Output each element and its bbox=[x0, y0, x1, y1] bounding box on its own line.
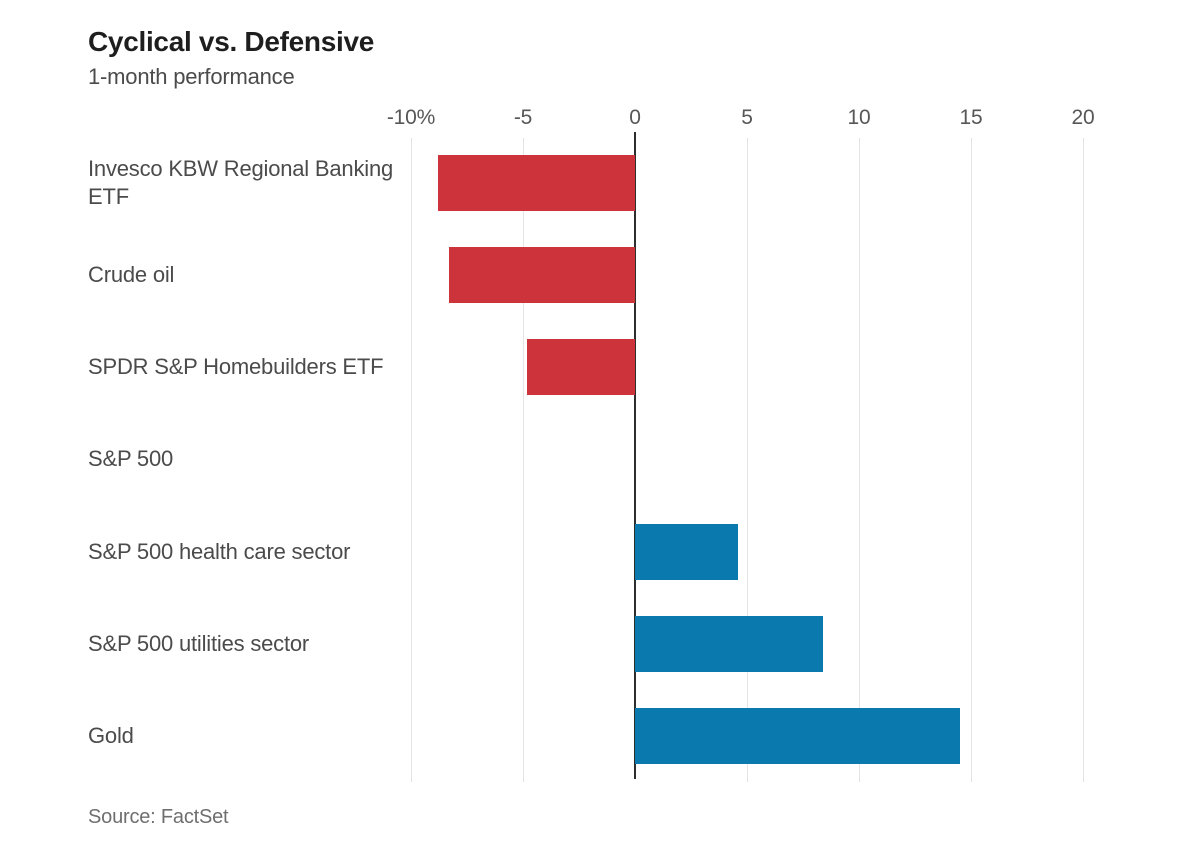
category-label: S&P 500 bbox=[88, 446, 174, 472]
x-tick-label: 20 bbox=[1071, 106, 1095, 129]
chart-title: Cyclical vs. Defensive bbox=[88, 26, 375, 57]
gridline bbox=[522, 138, 524, 782]
category-label: S&P 500 health care sector bbox=[88, 538, 351, 564]
category-label: Gold bbox=[88, 722, 134, 748]
category-label: Invesco KBW Regional Banking ETF bbox=[88, 156, 394, 210]
x-tick-label: 0 bbox=[629, 106, 641, 129]
gridline bbox=[1082, 138, 1084, 782]
bar bbox=[635, 615, 824, 672]
x-tick-label: -10% bbox=[386, 106, 436, 129]
zero-axis-line bbox=[634, 132, 636, 779]
category-label: Crude oil bbox=[88, 262, 175, 288]
x-tick-label: 10 bbox=[847, 106, 871, 129]
x-tick-label: -5 bbox=[513, 106, 533, 129]
gridline bbox=[858, 138, 860, 782]
bar bbox=[527, 339, 635, 396]
gridline bbox=[410, 138, 412, 782]
category-labels: Invesco KBW Regional Banking ETF Crude oi… bbox=[88, 137, 406, 782]
x-axis: -10% -5 0 5 10 15 20 bbox=[387, 106, 1095, 134]
chart-subtitle: 1-month performance bbox=[88, 64, 295, 89]
bar bbox=[635, 707, 960, 764]
gridline bbox=[970, 138, 972, 782]
gridline bbox=[746, 138, 748, 782]
category-label: SPDR S&P Homebuilders ETF bbox=[88, 354, 384, 380]
bar bbox=[437, 155, 635, 212]
bar bbox=[449, 247, 635, 304]
plot-area bbox=[410, 132, 1084, 782]
bar bbox=[635, 523, 739, 580]
x-tick-label: 5 bbox=[741, 106, 753, 129]
category-label: S&P 500 utilities sector bbox=[88, 630, 310, 656]
x-tick-label: 15 bbox=[959, 106, 983, 129]
source-note: Source: FactSet bbox=[88, 806, 229, 828]
